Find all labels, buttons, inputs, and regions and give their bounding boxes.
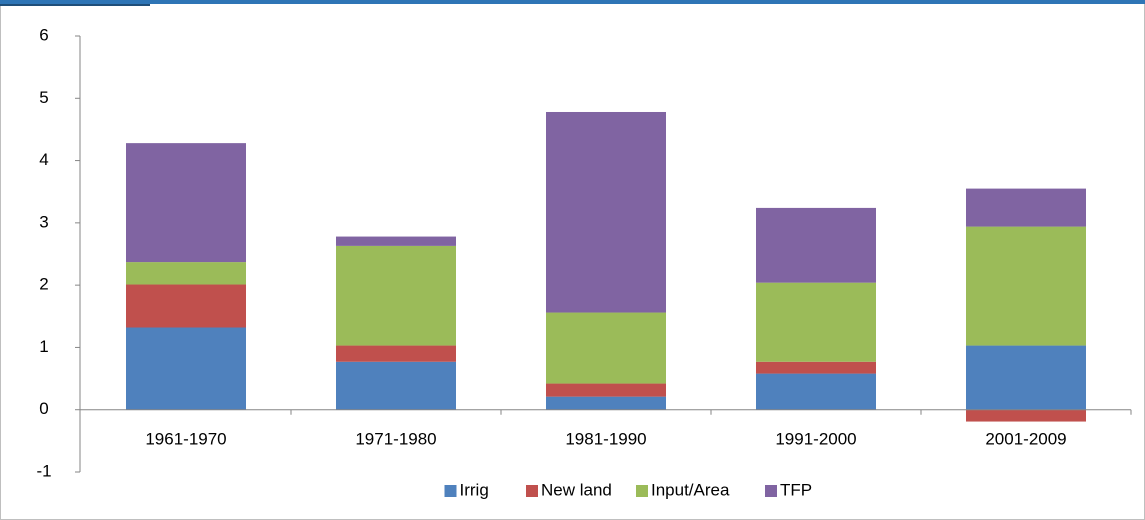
legend-label: Input/Area — [651, 480, 730, 499]
bar-segment — [966, 188, 1086, 227]
bar-segment — [126, 262, 246, 285]
bar-segment — [546, 396, 666, 410]
legend-label: TFP — [780, 480, 812, 499]
bar-segment — [336, 236, 456, 246]
bar-segment — [756, 373, 876, 410]
legend-label: New land — [541, 480, 612, 499]
bar-segment — [966, 226, 1086, 346]
x-tick-label: 1991-2000 — [775, 429, 856, 448]
bar-segment — [546, 111, 666, 313]
bar-segment — [336, 245, 456, 346]
bar-segment — [966, 345, 1086, 410]
legend-swatch — [636, 485, 648, 497]
y-tick-label: 3 — [39, 212, 48, 231]
y-tick-label: 2 — [39, 275, 48, 294]
bar-segment — [546, 383, 666, 397]
legend-swatch — [765, 485, 777, 497]
bar-segment — [126, 143, 246, 263]
y-tick-label: 6 — [39, 25, 48, 44]
legend-swatch — [444, 485, 457, 497]
bar-segment — [126, 284, 246, 328]
x-tick-label: 1971-1980 — [355, 429, 436, 448]
x-tick-label: 1961-1970 — [145, 429, 226, 448]
x-tick-label: 1981-1990 — [565, 429, 646, 448]
legend-swatch — [526, 485, 538, 497]
y-tick-label: 4 — [39, 150, 48, 169]
y-tick-label: 1 — [39, 337, 48, 356]
bar-segment — [966, 409, 1086, 422]
y-tick-label: -1 — [36, 461, 51, 480]
bar-segment — [756, 361, 876, 374]
y-tick-label: 0 — [39, 399, 48, 418]
bar-segment — [126, 327, 246, 410]
bar-segment — [546, 312, 666, 384]
bar-segment — [756, 207, 876, 283]
bar-segment — [336, 345, 456, 362]
bar-segment — [756, 282, 876, 362]
x-tick-label: 2001-2009 — [985, 429, 1066, 448]
bar-segment — [336, 361, 456, 410]
y-tick-label: 5 — [39, 88, 48, 107]
legend-label: Irrig — [460, 480, 489, 499]
